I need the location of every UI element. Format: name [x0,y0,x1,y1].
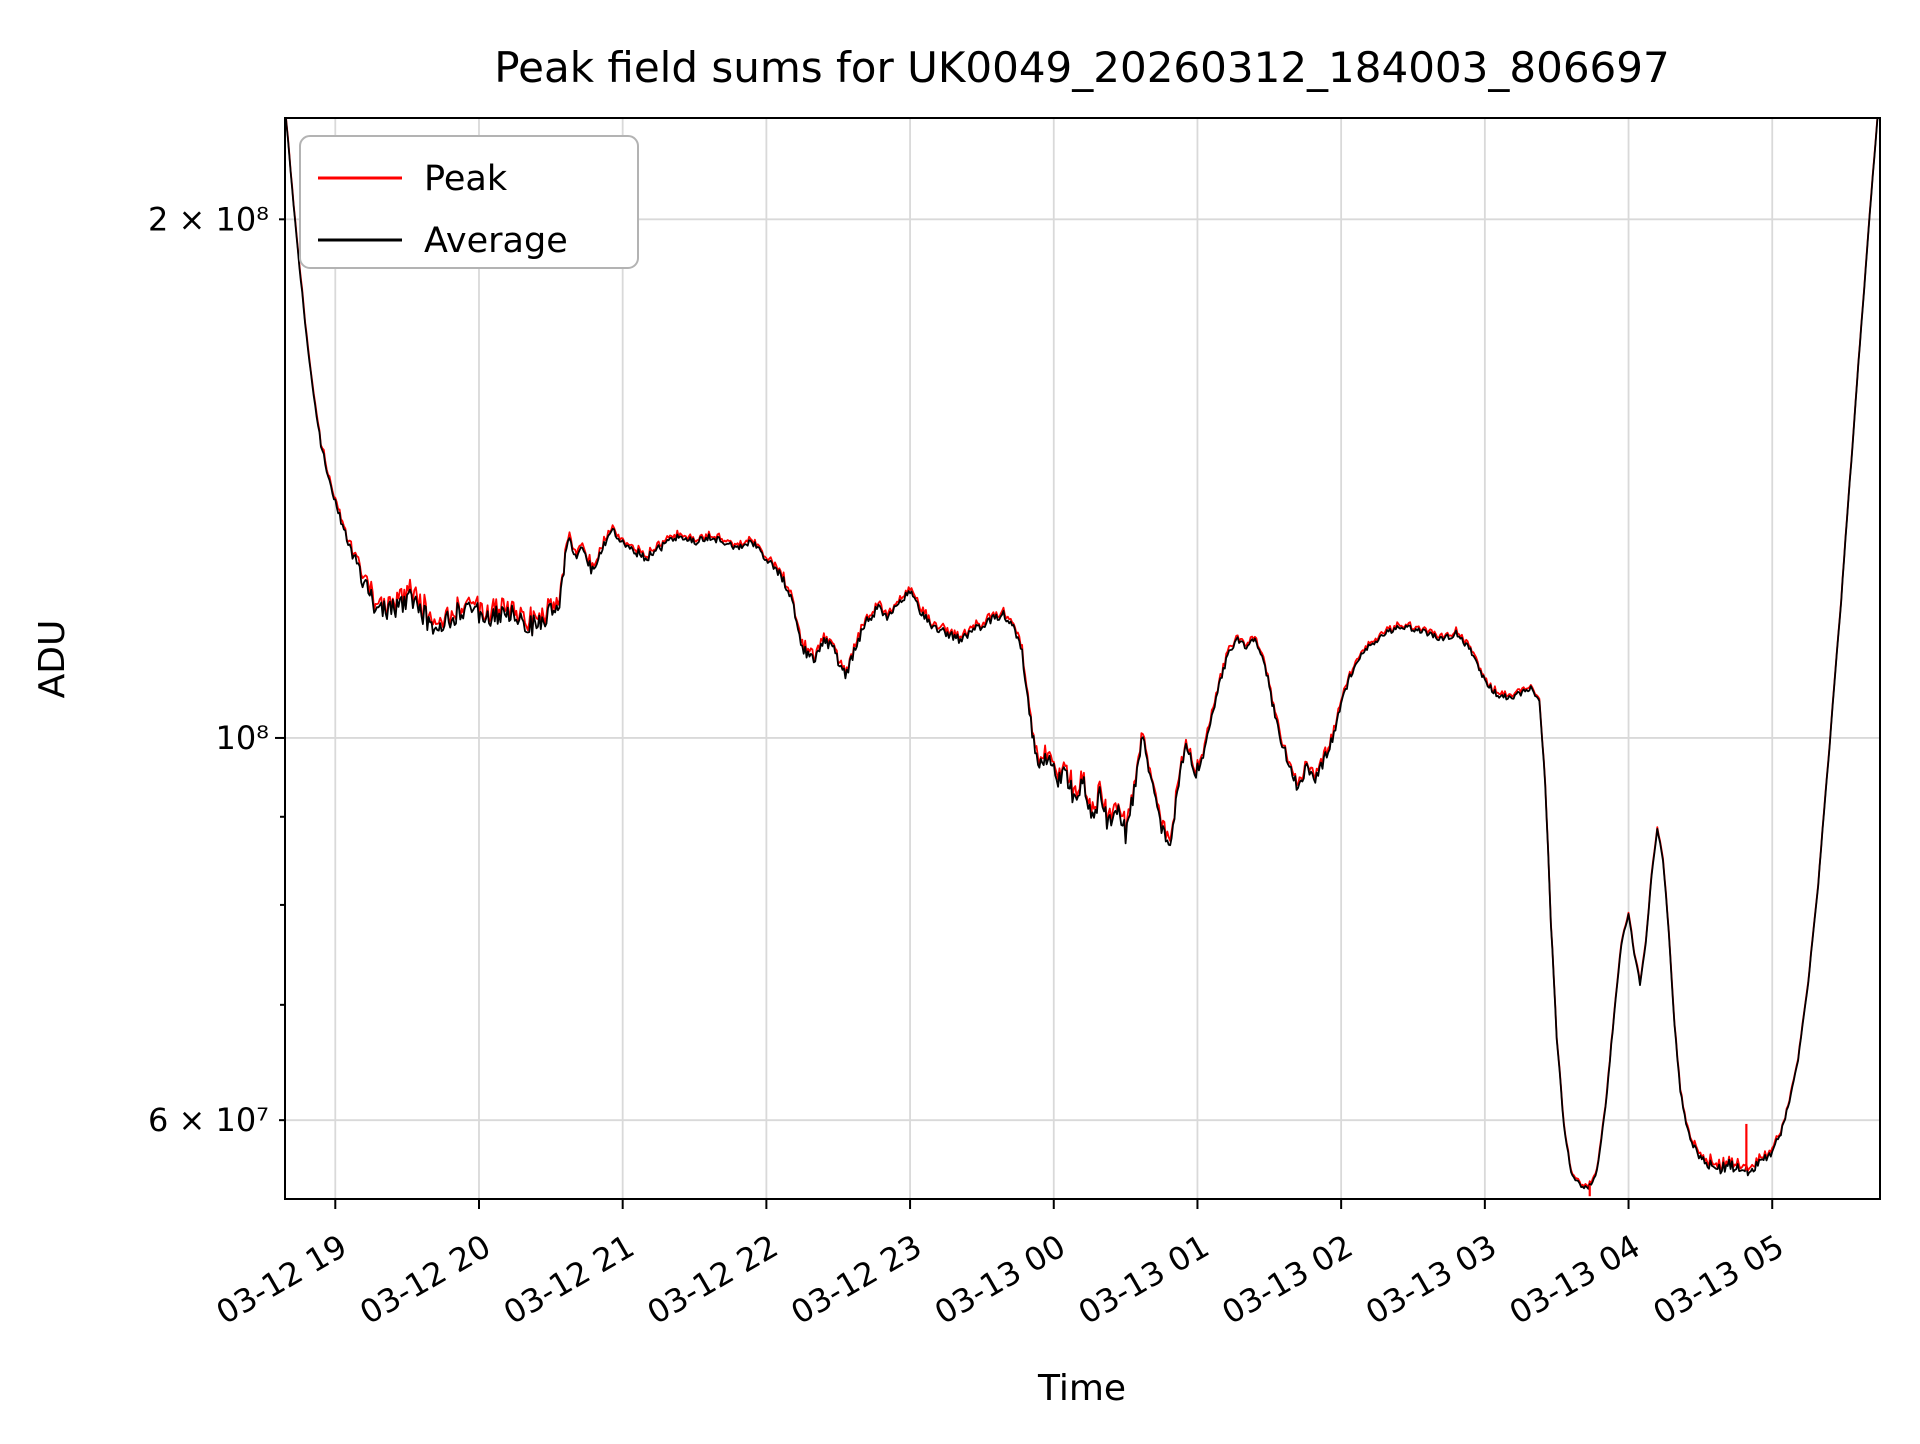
chart-title: Peak field sums for UK0049_20260312_1840… [494,43,1669,92]
x-tick-label: 03-12 20 [353,1227,497,1332]
x-tick-label: 03-12 22 [641,1227,785,1332]
y-tick-label: 2 × 10⁸ [148,200,269,238]
gridlines [285,118,1880,1199]
x-tick-label: 03-13 02 [1216,1227,1360,1332]
legend: Peak Average [299,135,639,269]
x-tick-label: 03-12 19 [210,1227,354,1332]
x-tick-label: 03-13 03 [1359,1227,1503,1332]
legend-average-label: Average [424,221,568,261]
x-tick-label: 03-13 04 [1503,1227,1647,1332]
x-tick-label: 03-13 01 [1072,1227,1216,1332]
legend-box [299,135,639,269]
x-tick-label: 03-12 21 [497,1227,641,1332]
x-tick-label: 03-12 23 [784,1227,928,1332]
y-tick-label: 10⁸ [215,719,269,757]
x-tick-label: 03-13 05 [1647,1227,1791,1332]
plot-border [284,117,1881,1200]
y-axis-label: ADU [32,620,73,699]
y-tick-label: 6 × 10⁷ [148,1101,269,1139]
average-series-line [285,118,1879,1190]
series-layer [285,118,1879,1197]
legend-peak-label: Peak [424,159,508,199]
x-axis-label: Time [1037,1368,1126,1409]
x-tick-label: 03-13 00 [928,1227,1072,1332]
